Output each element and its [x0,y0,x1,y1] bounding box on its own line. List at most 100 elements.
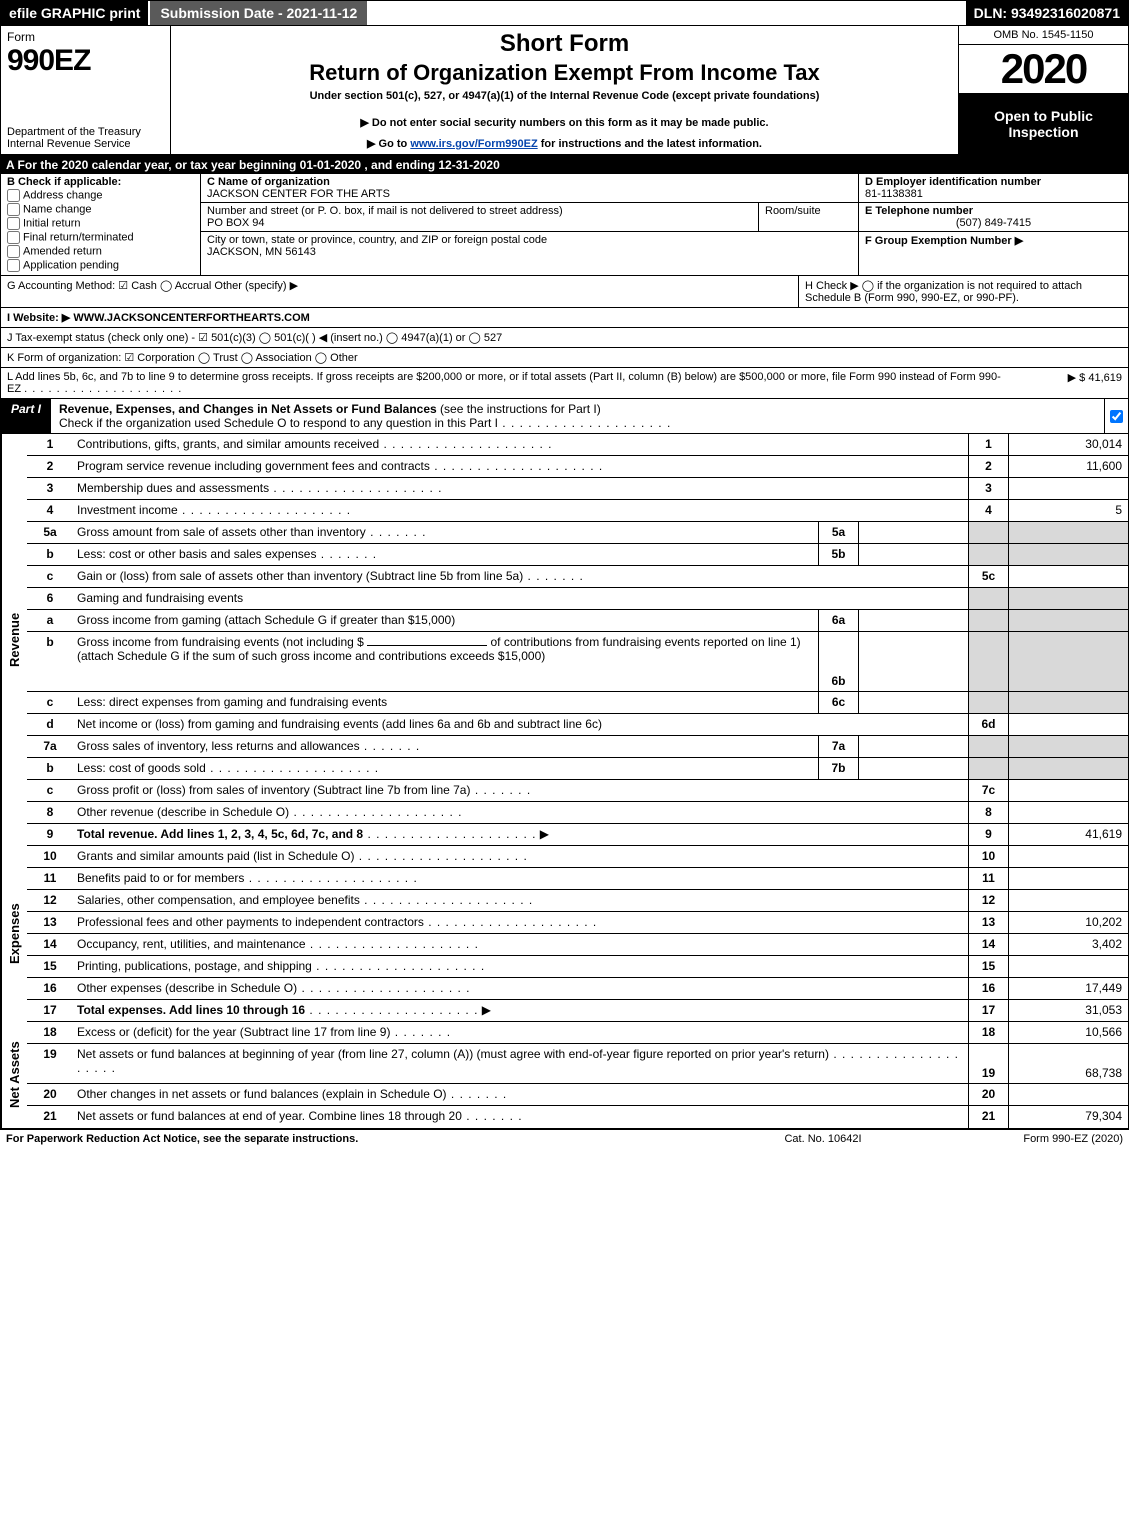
line-20-box: 20 [968,1084,1008,1105]
line-19-desc: Net assets or fund balances at beginning… [77,1047,829,1061]
c-label: C Name of organization [207,176,330,188]
line-6d-box: 6d [968,714,1008,735]
line-4-num: 4 [27,500,73,521]
line-15: 15 Printing, publications, postage, and … [27,956,1128,978]
city-label: City or town, state or province, country… [207,234,547,246]
line-18-desc: Excess or (deficit) for the year (Subtra… [77,1025,390,1039]
line-13-desc: Professional fees and other payments to … [77,915,424,929]
line-10-desc: Grants and similar amounts paid (list in… [77,849,354,863]
chk-final-return-label: Final return/terminated [23,231,134,243]
line-6d-val [1008,714,1128,735]
line-6-box-shade [968,588,1008,609]
line-20-desc: Other changes in net assets or fund bala… [77,1087,447,1101]
irs-link[interactable]: www.irs.gov/Form990EZ [410,138,537,150]
line-7a-sbv [858,736,968,757]
line-1: 1 Contributions, gifts, grants, and simi… [27,434,1128,456]
line-16-desc: Other expenses (describe in Schedule O) [77,981,297,995]
line-6b: b Gross income from fundraising events (… [27,632,1128,692]
line-20: 20 Other changes in net assets or fund b… [27,1084,1128,1106]
line-7b-box-shade [968,758,1008,779]
line-10: 10 Grants and similar amounts paid (list… [27,846,1128,868]
top-bar: efile GRAPHIC print Submission Date - 20… [0,0,1129,26]
line-6-val-shade [1008,588,1128,609]
org-info: C Name of organization JACKSON CENTER FO… [201,174,858,275]
dept-line1: Department of the Treasury [7,126,141,138]
line-9-val: 41,619 [1008,824,1128,845]
line-16-box: 16 [968,978,1008,999]
ein-cell: D Employer identification number 81-1138… [859,174,1128,203]
line-3-num: 3 [27,478,73,499]
ein-value: 81-1138381 [865,188,923,200]
line-15-desc: Printing, publications, postage, and shi… [77,959,312,973]
line-2-box: 2 [968,456,1008,477]
efile-label: efile GRAPHIC print [1,1,148,25]
footer-left: For Paperwork Reduction Act Notice, see … [6,1133,723,1145]
line-5c-box: 5c [968,566,1008,587]
line-17-val: 31,053 [1008,1000,1128,1021]
open-public-inspection: Open to Public Inspection [959,93,1128,154]
line-7a-val-shade [1008,736,1128,757]
chk-application-pending[interactable]: Application pending [7,259,194,272]
chk-initial-return[interactable]: Initial return [7,217,194,230]
line-17-box: 17 [968,1000,1008,1021]
part1-header: Part I Revenue, Expenses, and Changes in… [0,399,1129,434]
chk-amended-return[interactable]: Amended return [7,245,194,258]
vlabel-revenue: Revenue [1,434,27,846]
line-5b-box-shade [968,544,1008,565]
vlabel-expenses: Expenses [1,846,27,1022]
line-5b-num: b [27,544,73,565]
line-5b-sb: 5b [818,544,858,565]
line-21-box: 21 [968,1106,1008,1128]
line-9-box: 9 [968,824,1008,845]
line-5b-sbv [858,544,968,565]
dln-label: DLN: 93492316020871 [966,1,1128,25]
line-6b-blank [367,645,487,646]
line-7b-val-shade [1008,758,1128,779]
line-5a-box-shade [968,522,1008,543]
line-13-box: 13 [968,912,1008,933]
line-6b-desc: Gross income from fundraising events (no… [73,632,818,691]
line-1-box: 1 [968,434,1008,455]
line-5c-desc: Gain or (loss) from sale of assets other… [77,569,523,583]
line-8-num: 8 [27,802,73,823]
line-7a-sb: 7a [818,736,858,757]
return-title: Return of Organization Exempt From Incom… [179,60,950,86]
line-6a-sb: 6a [818,610,858,631]
line-2: 2 Program service revenue including gove… [27,456,1128,478]
form-of-organization: K Form of organization: ☑ Corporation ◯ … [7,351,358,364]
part1-title-rest: (see the instructions for Part I) [437,402,601,416]
line-12-val [1008,890,1128,911]
goto-line: ▶ Go to www.irs.gov/Form990EZ for instru… [179,137,950,150]
topbar-spacer [367,1,965,25]
line-8-val [1008,802,1128,823]
line-2-desc: Program service revenue including govern… [77,459,430,473]
line-9-num: 9 [27,824,73,845]
chk-address-change[interactable]: Address change [7,189,194,202]
accounting-method: G Accounting Method: ☑ Cash ◯ Accrual Ot… [7,279,792,304]
line-6d: d Net income or (loss) from gaming and f… [27,714,1128,736]
chk-address-change-label: Address change [23,189,103,201]
line-18: 18 Excess or (deficit) for the year (Sub… [27,1022,1128,1044]
line-11-desc: Benefits paid to or for members [77,871,244,885]
line-21: 21 Net assets or fund balances at end of… [27,1106,1128,1128]
schedule-b-check: H Check ▶ ◯ if the organization is not r… [798,276,1128,307]
chk-name-change[interactable]: Name change [7,203,194,216]
line-9: 9 Total revenue. Add lines 1, 2, 3, 4, 5… [27,824,1128,846]
org-name: JACKSON CENTER FOR THE ARTS [207,188,390,200]
line-6a-box-shade [968,610,1008,631]
line-6c: c Less: direct expenses from gaming and … [27,692,1128,714]
dept-line2: Internal Revenue Service [7,138,131,150]
row-l: L Add lines 5b, 6c, and 7b to line 9 to … [0,368,1129,399]
line-7c-num: c [27,780,73,801]
chk-final-return[interactable]: Final return/terminated [7,231,194,244]
line-5b-desc: Less: cost or other basis and sales expe… [77,547,316,561]
line-1-val: 30,014 [1008,434,1128,455]
part1-check[interactable] [1104,399,1128,433]
footer-right: Form 990-EZ (2020) [923,1133,1123,1145]
line-21-num: 21 [27,1106,73,1128]
tax-exempt-status: J Tax-exempt status (check only one) - ☑… [7,331,502,344]
line-11: 11 Benefits paid to or for members 11 [27,868,1128,890]
line-12-num: 12 [27,890,73,911]
expenses-section: Expenses 10 Grants and similar amounts p… [0,846,1129,1022]
line-4-val: 5 [1008,500,1128,521]
